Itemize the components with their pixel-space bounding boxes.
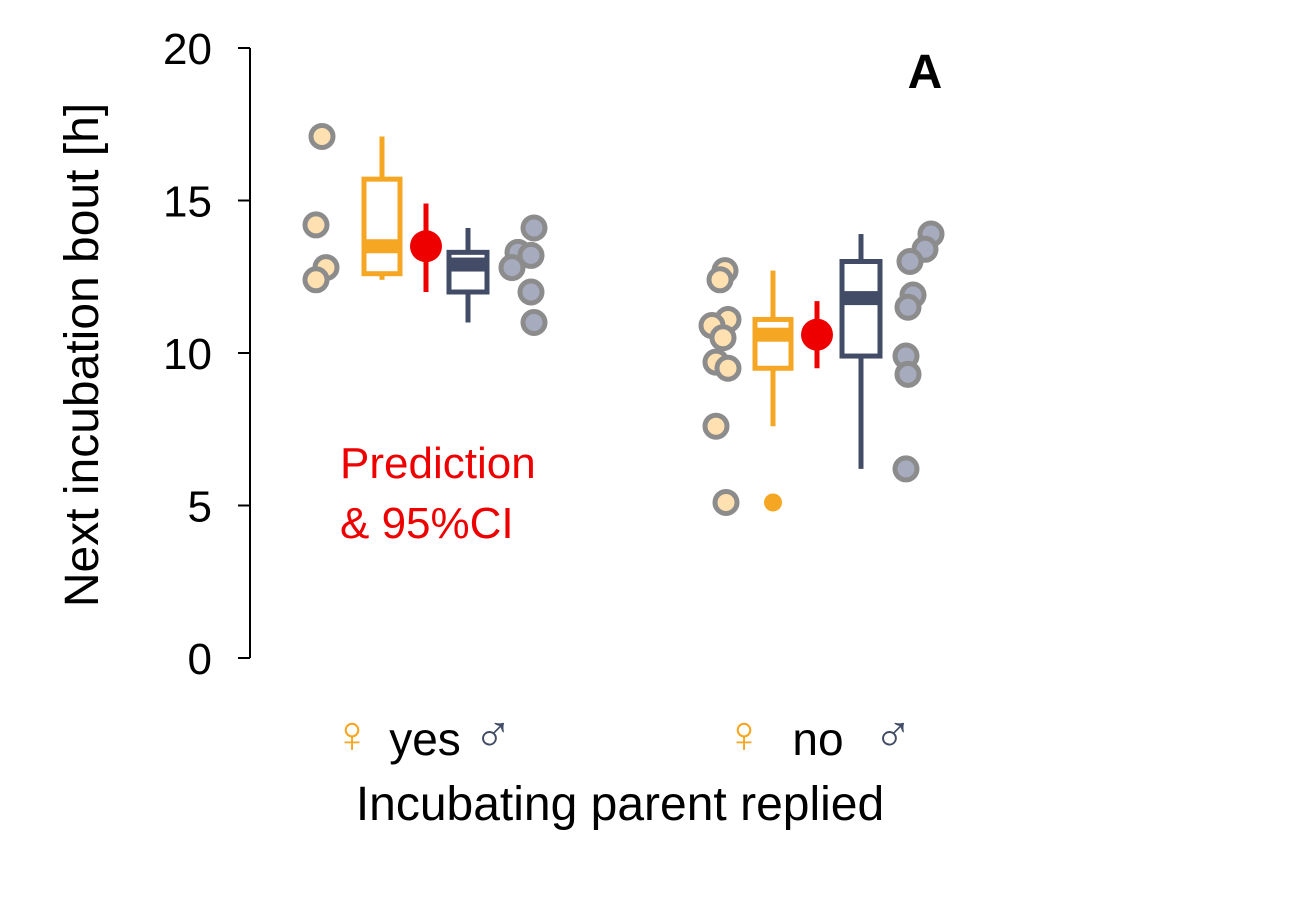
data-points <box>302 122 945 516</box>
box-iqr <box>361 176 403 277</box>
box-median <box>449 257 487 272</box>
x-category-labels: ♀ yes ♂ ♀ no ♂ <box>333 706 913 765</box>
male-data-point <box>894 360 922 388</box>
male-symbol: ♂ <box>474 706 513 764</box>
y-tick-label: 0 <box>188 635 212 684</box>
male-boxplot <box>446 227 490 323</box>
male-data-point <box>892 455 920 483</box>
x-axis-label: Incubating parent replied <box>356 778 884 831</box>
female-boxplot <box>361 136 403 280</box>
box-iqr <box>752 316 794 371</box>
female-data-point <box>308 122 336 150</box>
female-data-point <box>714 354 742 382</box>
y-axis-label: Next incubation bout [h] <box>56 103 109 607</box>
x-category-label: no <box>792 713 843 765</box>
male-data-point <box>520 309 548 336</box>
outlier-point <box>764 493 782 512</box>
boxplots <box>361 136 883 512</box>
y-tick-label: 20 <box>163 25 212 74</box>
male-boxplot <box>839 234 883 469</box>
box-median <box>755 327 791 342</box>
x-category-label: yes <box>389 713 461 765</box>
male-data-point <box>517 278 545 306</box>
male-symbol: ♂ <box>874 706 913 764</box>
female-data-point <box>709 324 737 352</box>
male-data-point <box>517 241 545 269</box>
y-tick-label: 10 <box>163 330 212 379</box>
female-symbol: ♀ <box>333 706 372 764</box>
male-data-point <box>896 248 924 275</box>
box-median <box>364 239 400 254</box>
female-data-point <box>302 266 330 294</box>
prediction-point <box>410 230 442 263</box>
prediction-point <box>801 318 833 351</box>
panel-label: A <box>908 46 943 99</box>
annotation-line-2: & 95%CI <box>340 499 514 548</box>
y-tick-label: 5 <box>188 483 212 532</box>
female-data-point <box>702 412 730 440</box>
predictions <box>410 203 833 369</box>
annotation-line-1: Prediction <box>340 439 536 488</box>
male-data-point <box>520 214 548 242</box>
male-data-point <box>498 254 526 282</box>
box-iqr <box>839 259 883 359</box>
female-data-point <box>712 488 740 516</box>
female-boxplot <box>752 270 794 512</box>
female-data-point <box>302 211 330 239</box>
y-axis: 0 5 10 15 20 <box>163 25 251 684</box>
female-symbol: ♀ <box>725 706 764 764</box>
male-data-point <box>894 293 922 321</box>
box-median <box>842 291 880 306</box>
y-tick-label: 15 <box>163 178 212 227</box>
female-data-point <box>706 266 734 294</box>
